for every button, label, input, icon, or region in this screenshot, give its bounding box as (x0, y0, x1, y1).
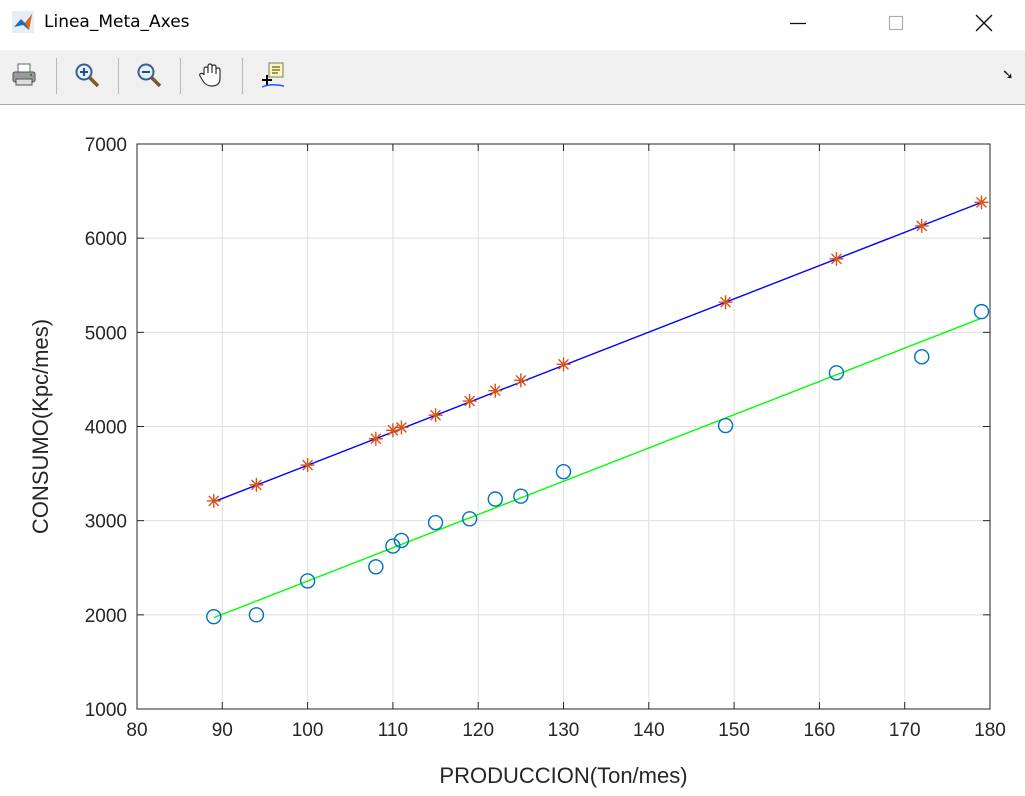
data-point-asterisk (488, 383, 503, 398)
y-tick-label: 1000 (85, 700, 127, 721)
data-point-circle (555, 464, 572, 480)
data-cursor-icon (261, 62, 285, 88)
toolbar-separator (242, 58, 243, 94)
x-tick-label: 140 (633, 720, 665, 741)
x-tick-label: 180 (974, 720, 1006, 741)
data-point-asterisk (829, 251, 844, 266)
data-point-asterisk (249, 477, 264, 492)
data-point-asterisk (385, 423, 400, 438)
data-point-asterisk (513, 373, 528, 388)
chart-area: 80 90 100 110 120 130 140 150 160 170 180 1000 2000 3… (0, 106, 1025, 796)
data-point-circle (461, 511, 478, 527)
toolbar-separator (118, 58, 119, 94)
dock-arrow-icon[interactable]: ➘ (1002, 66, 1014, 82)
data-point-asterisk (914, 218, 929, 233)
data-point-circle (368, 559, 384, 575)
data-point-asterisk (300, 458, 315, 473)
y-tick-label: 5000 (85, 323, 127, 344)
fit-line (213, 317, 982, 619)
x-tick-label: 100 (292, 720, 324, 741)
y-tick-label: 4000 (85, 418, 127, 439)
y-tick-label: 3000 (85, 512, 127, 533)
y-tick-label: 6000 (85, 229, 127, 250)
toolbar-separator (180, 58, 181, 94)
data-point-asterisk (556, 357, 571, 372)
y-tick-label: 7000 (85, 135, 127, 156)
zoom-out-button[interactable] (132, 58, 166, 92)
data-point-asterisk (206, 493, 221, 508)
data-point-circle (513, 488, 529, 504)
maximize-button[interactable] (864, 0, 928, 46)
toolbar-separator (56, 58, 57, 94)
data-point-circle (385, 538, 401, 554)
close-icon (975, 14, 993, 32)
minimize-icon (790, 22, 806, 25)
data-cursor-button[interactable] (256, 58, 290, 92)
x-tick-label: 90 (212, 720, 233, 741)
data-point-circle (206, 609, 222, 625)
x-tick-label: 150 (718, 720, 750, 741)
zoom-out-icon (137, 63, 162, 88)
minimize-button[interactable] (766, 0, 830, 46)
y-tick-label: 2000 (85, 606, 127, 627)
data-point-circle (487, 491, 503, 507)
hand-icon (199, 63, 221, 87)
data-point-circle (427, 514, 444, 531)
fit-line (213, 201, 982, 503)
x-tick-label: 170 (889, 720, 921, 741)
data-point-asterisk (368, 431, 383, 446)
title-bar: Linea_Meta_Axes (0, 0, 1025, 46)
window-title: Linea_Meta_Axes (44, 12, 190, 32)
scatter-plot: 80 90 100 110 120 130 140 150 160 170 180 1000 2000 3… (28, 135, 1006, 788)
x-tick-label: 130 (548, 720, 580, 741)
x-axis-label: PRODUCCION(Ton/mes) (439, 763, 687, 788)
printer-icon (12, 63, 36, 86)
close-button[interactable] (952, 0, 1016, 46)
x-tick-label: 110 (378, 720, 408, 741)
zoom-in-button[interactable] (70, 58, 104, 92)
data-point-circle (248, 607, 265, 623)
data-point-asterisk (428, 408, 443, 423)
data-point-asterisk (462, 394, 477, 409)
data-point-circle (299, 573, 316, 589)
maximize-icon (888, 15, 904, 31)
pan-button[interactable] (194, 58, 228, 92)
data-point-asterisk (974, 195, 989, 210)
print-button[interactable] (7, 58, 41, 92)
x-tick-label: 80 (126, 720, 147, 741)
y-axis-label: CONSUMO(Kpc/mes) (28, 319, 53, 534)
data-point-circle (973, 303, 990, 320)
figure-toolbar: ➘ (0, 50, 1025, 105)
data-point-circle (828, 365, 845, 381)
data-point-circle (914, 349, 930, 365)
data-point-asterisk (394, 420, 409, 435)
matlab-icon (12, 11, 34, 33)
data-point-circle (393, 532, 410, 549)
data-point-asterisk (718, 295, 733, 310)
data-point-circle (717, 417, 734, 434)
zoom-in-icon (75, 63, 100, 88)
x-tick-label: 120 (462, 720, 494, 741)
x-tick-label: 160 (804, 720, 836, 741)
